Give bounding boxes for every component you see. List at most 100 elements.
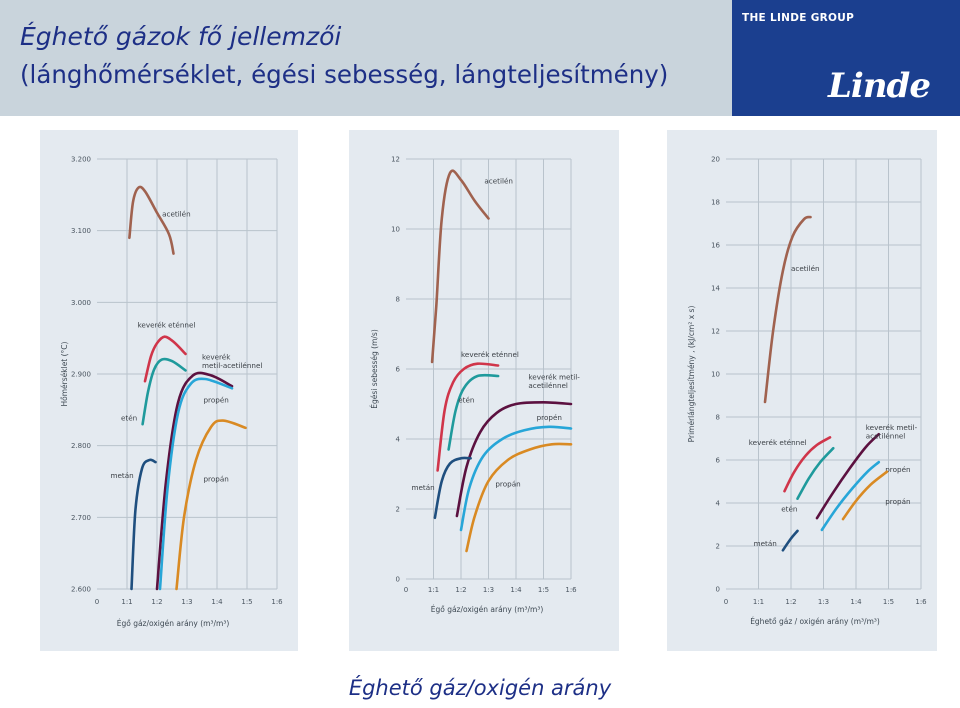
series-label-metan: metán	[111, 471, 134, 480]
series-line-acetilen	[430, 169, 490, 364]
x-tick-label: 1:6	[271, 598, 283, 606]
x-tick-label: 1:3	[181, 598, 192, 606]
grid	[406, 158, 572, 580]
series-label-keverek_metil: keverék metil-acetilénnel	[528, 373, 580, 391]
series-label-keverek_etennel: keverék eténnel	[749, 438, 807, 447]
series-label-acetilen: acetilén	[484, 177, 513, 186]
series-label-propan: propán	[495, 479, 520, 488]
x-tick-label: 1:2	[455, 586, 466, 594]
series-line-eten	[447, 373, 500, 451]
series-label-propen: propén	[537, 413, 562, 422]
y-tick-label: 3.100	[71, 227, 91, 235]
y-axis-label: Égési sebesség (m/s)	[370, 329, 379, 409]
series-label-eten: etén	[458, 395, 474, 404]
series-line-propan	[841, 470, 889, 521]
y-axis-label: Primérlángteljesítmény , (kJ/cm² x s)	[687, 306, 696, 443]
series-line-keverek_etennel	[143, 335, 187, 383]
y-tick-label: 2.900	[71, 371, 91, 379]
x-tick-label: 1:1	[428, 586, 439, 594]
series-label-eten: etén	[781, 505, 797, 514]
x-tick-label: 1:5	[241, 598, 252, 606]
y-tick-label: 2.700	[71, 514, 91, 522]
series-label-acetilen: acetilén	[791, 264, 820, 273]
series-line-metan	[130, 458, 157, 591]
y-tick-label: 2	[396, 506, 400, 514]
series-line-acetilen	[763, 215, 812, 404]
y-tick-label: 2	[716, 543, 720, 551]
y-tick-label: 12	[391, 156, 400, 164]
series-label-propen: propén	[204, 396, 229, 405]
series-line-eten	[796, 446, 835, 500]
series-label-line: keverék metil-	[528, 373, 580, 382]
x-axis-label: Éghető gáz / oxigén arány (m³/m³)	[750, 617, 880, 626]
grid	[726, 158, 922, 590]
series-label-propan: propán	[204, 475, 229, 484]
series-line-propan	[465, 442, 573, 553]
y-tick-label: 10	[711, 371, 720, 379]
series-line-metan	[433, 456, 472, 520]
series-line-acetilen	[128, 185, 175, 255]
y-tick-label: 2.600	[71, 586, 91, 594]
y-tick-label: 14	[711, 285, 720, 293]
y-tick-label: 8	[716, 414, 720, 422]
series-label-propen: propén	[885, 465, 910, 474]
series-label-line: keverék	[202, 353, 231, 362]
series-line-keverek_metil	[455, 400, 573, 518]
series-label-acetilen: acetilén	[162, 209, 191, 218]
x-tick-label: 1:4	[850, 598, 862, 606]
logo-wordmark: Linde	[828, 66, 931, 106]
y-tick-label: 6	[396, 366, 401, 374]
y-tick-label: 4	[716, 500, 721, 508]
chart-panel-flame-power: 0 1:1 1:2 1:3 1:4 1:5 1:6 0 2 4 6 8 10 12 14 16 18 20 Éghe…	[667, 130, 937, 651]
y-tick-label: 0	[716, 586, 720, 594]
page-subtitle: (lánghőmérséklet, égési sebesség, lángte…	[20, 60, 669, 89]
y-tick-label: 2.800	[71, 442, 91, 450]
x-tick-label: 0	[95, 598, 99, 606]
y-tick-label: 6	[716, 457, 721, 465]
series-line-propen	[158, 377, 234, 591]
series-line-propan	[175, 419, 247, 591]
x-axis-label: Égő gáz/oxigén arány (m³/m³)	[117, 619, 230, 628]
x-tick-label: 1:2	[151, 598, 162, 606]
y-tick-label: 3.200	[71, 156, 91, 164]
series-label-eten: etén	[121, 414, 137, 423]
y-tick-label: 18	[711, 199, 720, 207]
series-label-line: keverék metil-	[866, 423, 918, 432]
chart-panel-flame-temperature: 0 1:1 1:2 1:3 1:4 1:5 1:6 2.600 2.700 2.800 2.900 3…	[40, 130, 298, 651]
linde-logo: THE LINDE GROUP Linde	[732, 0, 960, 116]
x-tick-label: 0	[724, 598, 728, 606]
x-tick-label: 1:4	[211, 598, 223, 606]
series-line-propen	[820, 460, 881, 532]
series-label-metan: metán	[412, 483, 435, 492]
y-tick-label: 12	[711, 328, 720, 336]
x-tick-label: 1:5	[883, 598, 894, 606]
series-label-keverek_metil: keverék metil-acetilénnel	[202, 353, 262, 371]
series-line-keverek_metil	[155, 371, 234, 591]
x-tick-label: 1:2	[785, 598, 796, 606]
y-tick-label: 4	[396, 436, 401, 444]
y-tick-label: 0	[396, 576, 400, 584]
y-tick-label: 16	[711, 242, 720, 250]
y-tick-label: 8	[396, 296, 400, 304]
series-label-keverek_etennel: keverék eténnel	[461, 350, 519, 359]
y-tick-label: 10	[391, 226, 400, 234]
series-line-eten	[141, 357, 187, 426]
series-line-keverek_etennel	[436, 362, 500, 472]
series-label-line: acetilénnel	[528, 381, 568, 390]
x-tick-label: 1:6	[565, 586, 577, 594]
y-tick-label: 20	[711, 156, 720, 164]
x-tick-label: 1:1	[121, 598, 132, 606]
chart-panel-burning-velocity: 0 1:1 1:2 1:3 1:4 1:5 1:6 0 2 4 6 8 10 12 Égő gáz/oxig…	[349, 130, 619, 651]
header-band: Éghető gázok fő jellemzői (lánghőmérsékl…	[0, 0, 732, 116]
series-label-keverek_metil: keverék metil-acetilénnel	[866, 423, 918, 441]
page-title: Éghető gázok fő jellemzői	[20, 22, 342, 51]
x-tick-label: 1:3	[483, 586, 494, 594]
series-line-keverek_etennel	[783, 436, 832, 493]
x-axis-caption: Éghető gáz/oxigén arány	[348, 676, 612, 700]
series-line-propen	[459, 425, 573, 532]
x-tick-label: 1:4	[510, 586, 522, 594]
x-tick-label: 1:5	[538, 586, 549, 594]
chart-flame-temperature: 0 1:1 1:2 1:3 1:4 1:5 1:6 2.600 2.700 2.800 2.900 3…	[60, 156, 283, 629]
series-label-line: acetilénnel	[866, 431, 906, 440]
chart-flame-power: 0 1:1 1:2 1:3 1:4 1:5 1:6 0 2 4 6 8 10 12 14 16 18 20 Éghe…	[687, 156, 927, 627]
